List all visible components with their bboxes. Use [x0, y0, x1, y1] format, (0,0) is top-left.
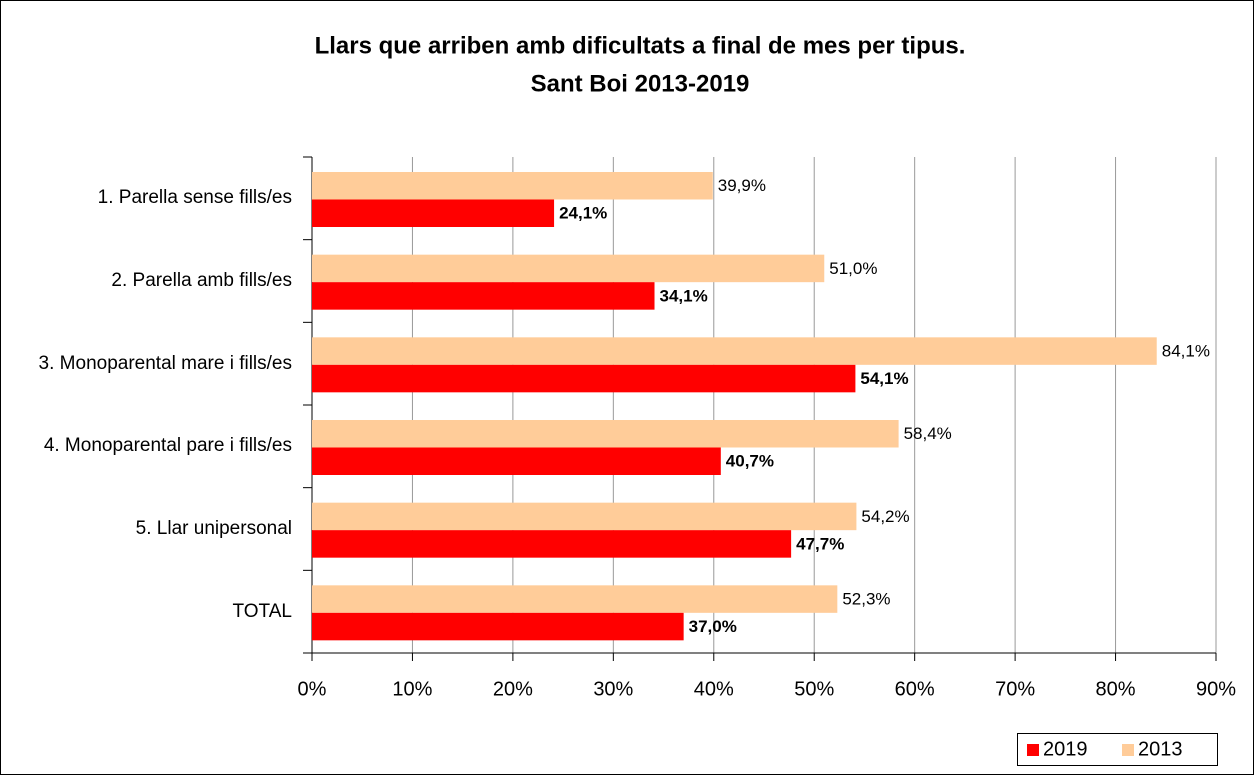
- legend-swatch: [1122, 744, 1134, 756]
- data-label: 84,1%: [1162, 342, 1210, 361]
- bar: [312, 420, 899, 448]
- bar: [312, 282, 655, 310]
- data-label: 54,2%: [861, 507, 909, 526]
- data-label: 58,4%: [904, 424, 952, 443]
- data-label: 37,0%: [689, 617, 737, 636]
- bar: [312, 502, 857, 531]
- x-tick-label: 80%: [1096, 678, 1136, 700]
- bar: [312, 254, 825, 283]
- legend-box: [1017, 733, 1218, 766]
- data-label: 24,1%: [559, 204, 607, 223]
- legend-swatch: [1027, 744, 1039, 756]
- y-tick-label: 4. Monoparental pare i fills/es: [43, 435, 292, 457]
- x-tick-label: 70%: [995, 678, 1035, 700]
- y-tick-label: 3. Monoparental mare i fills/es: [38, 352, 292, 374]
- data-label: 34,1%: [660, 286, 708, 305]
- x-tick-label: 40%: [694, 678, 734, 700]
- bar: [312, 530, 792, 558]
- bar: [312, 447, 721, 475]
- x-tick-label: 0%: [298, 678, 327, 700]
- y-tick-label: 2. Parella amb fills/es: [111, 269, 292, 291]
- legend-label: 2013: [1138, 738, 1183, 760]
- data-label: 54,1%: [860, 369, 908, 388]
- bar: [312, 585, 838, 613]
- bar: [312, 612, 684, 641]
- data-label: 51,0%: [829, 259, 877, 278]
- data-label: 40,7%: [726, 452, 774, 471]
- y-tick-label: 5. Llar unipersonal: [135, 517, 292, 539]
- legend-label: 2019: [1043, 738, 1088, 760]
- bar: [312, 337, 1157, 365]
- x-tick-label: 50%: [794, 678, 834, 700]
- data-label: 52,3%: [842, 590, 890, 609]
- chart-title: Sant Boi 2013-2019: [531, 70, 750, 97]
- bar: [312, 172, 713, 200]
- y-tick-label: 1. Parella sense fills/es: [97, 187, 292, 209]
- chart-title: Llars que arriben amb dificultats a fina…: [315, 32, 966, 59]
- data-label: 47,7%: [796, 534, 844, 553]
- x-tick-label: 60%: [895, 678, 935, 700]
- x-tick-label: 20%: [493, 678, 533, 700]
- x-tick-label: 10%: [392, 678, 432, 700]
- y-tick-label: TOTAL: [232, 600, 292, 622]
- bar: [312, 364, 856, 393]
- x-tick-label: 30%: [593, 678, 633, 700]
- data-label: 39,9%: [718, 176, 766, 195]
- bar: [312, 199, 555, 227]
- x-tick-label: 90%: [1196, 678, 1236, 700]
